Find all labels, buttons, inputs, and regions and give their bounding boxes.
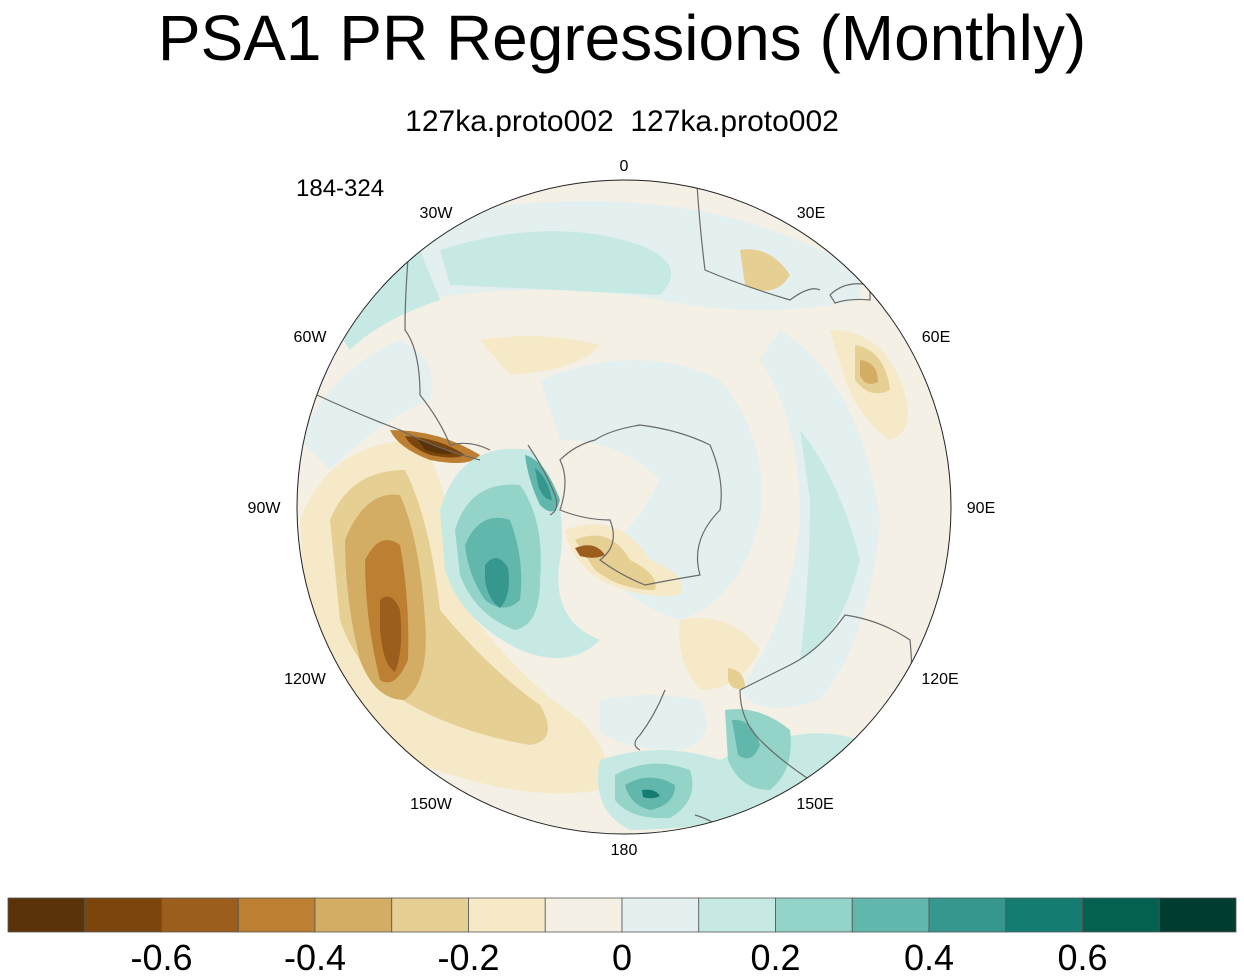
shaded-field: [300, 200, 908, 830]
lon-label-30w: 30W: [420, 205, 454, 222]
regression-field: [297, 180, 951, 834]
colorbar-tick-label: 0.2: [750, 937, 800, 978]
field-zone: [860, 360, 878, 384]
field-zone: [600, 695, 707, 750]
lon-label-150e: 150E: [796, 796, 833, 813]
colorbar-swatch: [314, 897, 393, 933]
colorbar-swatch: [84, 897, 162, 933]
lon-label-90e: 90E: [967, 500, 995, 517]
coastline: [404, 234, 491, 451]
colorbar-tick-label: -0.6: [130, 937, 192, 978]
field-zone: [800, 430, 860, 660]
coastline: [829, 283, 871, 304]
field-zone: [728, 668, 745, 689]
lon-label-60e: 60E: [922, 329, 950, 346]
field-zone: [380, 596, 402, 672]
coastline: [527, 444, 558, 516]
plot-title: PSA1 PR Regressions (Monthly): [157, 2, 1087, 74]
colorbar-swatch: [928, 897, 1007, 933]
colorbar-swatch: [237, 897, 316, 933]
colorbar-swatch: [621, 897, 700, 933]
colorbar-tick-label: 0: [612, 937, 632, 978]
colorbar-swatch: [1005, 897, 1083, 933]
colorbar-swatch: [161, 897, 239, 933]
field-zone: [740, 249, 790, 291]
colorbar-swatch: [7, 897, 86, 933]
colorbar-swatch: [698, 897, 776, 933]
coastline: [694, 814, 713, 823]
colorbar-swatch: [1158, 897, 1237, 933]
lon-label-120e: 120E: [921, 671, 958, 688]
coastline: [696, 184, 821, 301]
field-zone: [440, 231, 672, 295]
lon-label-180: 180: [611, 842, 638, 859]
colorbar-swatch: [1082, 897, 1160, 933]
field-zone: [330, 250, 440, 350]
colorbar-tick-label: -0.2: [437, 937, 499, 978]
lon-label-90w: 90W: [248, 500, 282, 517]
year-range-label: 184-324: [296, 175, 385, 202]
colorbar-swatch: [851, 897, 930, 933]
lon-label-0: 0: [620, 158, 629, 175]
colorbar-swatch: [468, 897, 546, 933]
field-zone: [418, 440, 452, 455]
field-zone: [732, 719, 760, 759]
map-border: [296, 179, 952, 835]
colorbar: -0.6 -0.4 -0.2 0 0.2 0.4 0.6: [7, 897, 1237, 978]
field-zone: [300, 340, 432, 470]
lon-label-120w: 120W: [284, 671, 327, 688]
plot-subtitle: 127ka.proto002 127ka.proto002: [405, 105, 839, 138]
colorbar-swatch: [775, 897, 853, 933]
field-zone: [485, 558, 509, 608]
field-zone: [540, 360, 762, 620]
lon-label-30e: 30E: [797, 205, 825, 222]
coastline-antarctica: [559, 424, 722, 586]
field-zone: [642, 789, 660, 799]
lon-label-150w: 150W: [410, 796, 453, 813]
colorbar-swatch: [544, 897, 623, 933]
field-zone: [480, 336, 600, 375]
field-zone: [535, 468, 552, 500]
coastline: [316, 394, 481, 461]
field-zone: [575, 545, 605, 558]
colorbar-tick-label: 0.4: [904, 937, 954, 978]
coastline: [634, 689, 666, 751]
colorbar-tick-label: -0.4: [284, 937, 346, 978]
field-zone: [679, 618, 760, 690]
colorbar-tick-label: 0.6: [1057, 937, 1107, 978]
longitude-labels: 0 30E 60E 90E 120E 150E 180 150W 120W 90…: [248, 158, 996, 859]
colorbar-swatch: [391, 897, 469, 933]
lon-label-60w: 60W: [294, 329, 328, 346]
